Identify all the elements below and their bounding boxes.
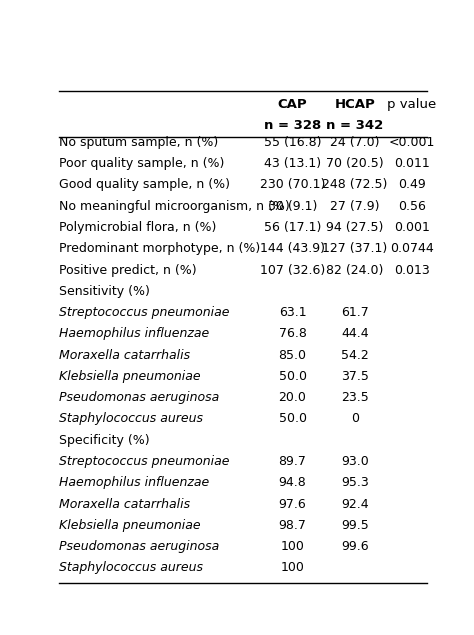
Text: 92.4: 92.4 [341,498,369,511]
Text: 82 (24.0): 82 (24.0) [326,264,383,277]
Text: 50.0: 50.0 [279,370,307,383]
Text: Good quality sample, n (%): Good quality sample, n (%) [59,178,230,192]
Text: HCAP: HCAP [335,98,375,111]
Text: n = 328: n = 328 [264,119,321,132]
Text: 37.5: 37.5 [341,370,369,383]
Text: 76.8: 76.8 [279,328,307,340]
Text: 100: 100 [281,561,304,574]
Text: 70 (20.5): 70 (20.5) [326,157,384,170]
Text: 144 (43.9): 144 (43.9) [260,243,325,255]
Text: Pseudomonas aeruginosa: Pseudomonas aeruginosa [59,540,219,553]
Text: 99.5: 99.5 [341,519,369,531]
Text: 61.7: 61.7 [341,306,369,319]
Text: 54.2: 54.2 [341,349,369,362]
Text: n = 342: n = 342 [326,119,383,132]
Text: Streptococcus pneumoniae: Streptococcus pneumoniae [59,306,230,319]
Text: 99.6: 99.6 [341,540,369,553]
Text: Predominant morphotype, n (%): Predominant morphotype, n (%) [59,243,261,255]
Text: Moraxella catarrhalis: Moraxella catarrhalis [59,498,191,511]
Text: 43 (13.1): 43 (13.1) [264,157,321,170]
Text: 0.001: 0.001 [394,221,430,234]
Text: Streptococcus pneumoniae: Streptococcus pneumoniae [59,455,230,468]
Text: Staphylococcus aureus: Staphylococcus aureus [59,561,203,574]
Text: 20.0: 20.0 [279,391,307,404]
Text: Sensitivity (%): Sensitivity (%) [59,285,150,298]
Text: Klebsiella pneumoniae: Klebsiella pneumoniae [59,370,201,383]
Text: 55 (16.8): 55 (16.8) [264,136,321,149]
Text: Pseudomonas aeruginosa: Pseudomonas aeruginosa [59,391,219,404]
Text: Specificity (%): Specificity (%) [59,434,150,447]
Text: Staphylococcus aureus: Staphylococcus aureus [59,413,203,425]
Text: 30 (9.1): 30 (9.1) [268,200,317,213]
Text: 44.4: 44.4 [341,328,369,340]
Text: 94 (27.5): 94 (27.5) [326,221,383,234]
Text: 23.5: 23.5 [341,391,369,404]
Text: 63.1: 63.1 [279,306,306,319]
Text: No meaningful microorganism, n (%): No meaningful microorganism, n (%) [59,200,290,213]
Text: 56 (17.1): 56 (17.1) [264,221,321,234]
Text: 127 (37.1): 127 (37.1) [322,243,388,255]
Text: 94.8: 94.8 [279,476,306,489]
Text: 0: 0 [351,413,359,425]
Text: 93.0: 93.0 [341,455,369,468]
Text: 0.011: 0.011 [394,157,430,170]
Text: Positive predict, n (%): Positive predict, n (%) [59,264,197,277]
Text: Polymicrobial flora, n (%): Polymicrobial flora, n (%) [59,221,217,234]
Text: 85.0: 85.0 [279,349,307,362]
Text: <0.001: <0.001 [389,136,435,149]
Text: 248 (72.5): 248 (72.5) [322,178,388,192]
Text: 24 (7.0): 24 (7.0) [330,136,380,149]
Text: 0.013: 0.013 [394,264,430,277]
Text: No sputum sample, n (%): No sputum sample, n (%) [59,136,219,149]
Text: Poor quality sample, n (%): Poor quality sample, n (%) [59,157,225,170]
Text: Moraxella catarrhalis: Moraxella catarrhalis [59,349,191,362]
Text: 50.0: 50.0 [279,413,307,425]
Text: 107 (32.6): 107 (32.6) [260,264,325,277]
Text: p value: p value [387,98,437,111]
Text: 0.56: 0.56 [398,200,426,213]
Text: 95.3: 95.3 [341,476,369,489]
Text: 230 (70.1): 230 (70.1) [260,178,325,192]
Text: 0.0744: 0.0744 [390,243,434,255]
Text: 89.7: 89.7 [279,455,307,468]
Text: Klebsiella pneumoniae: Klebsiella pneumoniae [59,519,201,531]
Text: 97.6: 97.6 [279,498,306,511]
Text: 98.7: 98.7 [279,519,307,531]
Text: Haemophilus influenzae: Haemophilus influenzae [59,476,210,489]
Text: CAP: CAP [278,98,307,111]
Text: 0.49: 0.49 [398,178,426,192]
Text: 100: 100 [281,540,304,553]
Text: 27 (7.9): 27 (7.9) [330,200,380,213]
Text: Haemophilus influenzae: Haemophilus influenzae [59,328,210,340]
